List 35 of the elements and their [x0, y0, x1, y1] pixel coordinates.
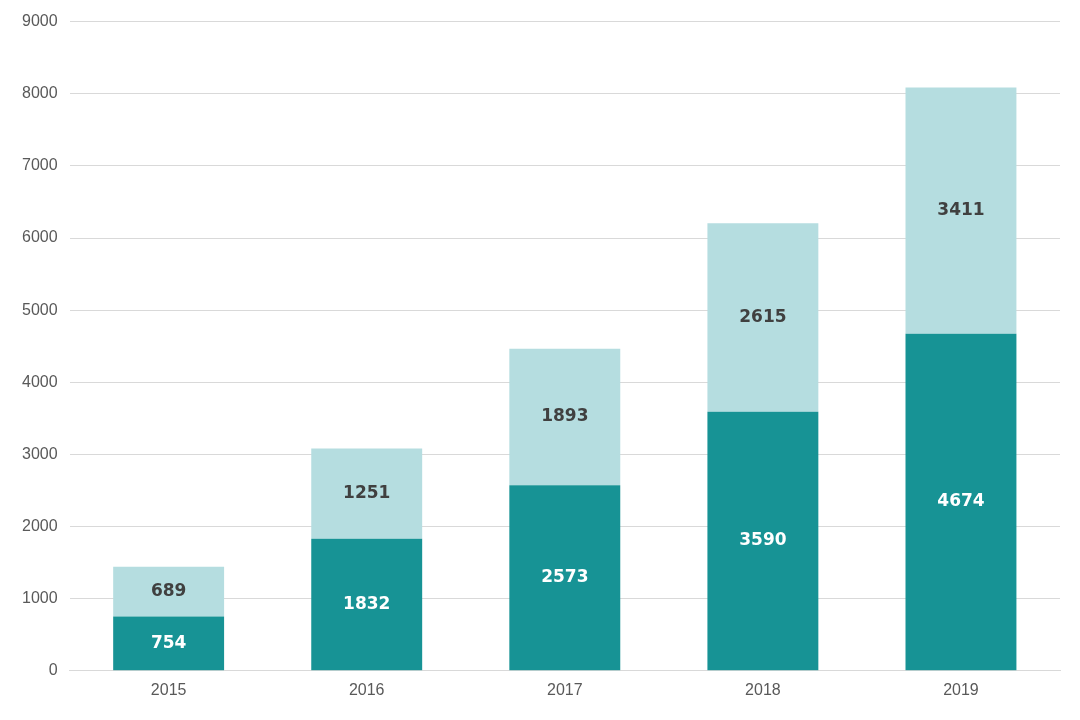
- data-label: 2615: [739, 305, 787, 326]
- x-tick-label: 2017: [547, 680, 583, 698]
- bar: [311, 448, 423, 539]
- bar: [113, 616, 225, 671]
- data-label: 4674: [937, 490, 985, 511]
- bar: [905, 333, 1017, 671]
- bar: [707, 223, 819, 412]
- bar: [509, 348, 621, 486]
- y-tick-label: 7000: [22, 156, 58, 174]
- data-label: 3590: [739, 529, 787, 550]
- bar: [707, 411, 819, 671]
- x-tick-label: 2018: [745, 680, 781, 698]
- x-tick-label: 2016: [348, 680, 385, 698]
- y-tick-label: 0: [48, 661, 58, 679]
- data-label: 1832: [343, 592, 391, 613]
- y-tick-label: 6000: [22, 228, 58, 246]
- data-label: 689: [150, 579, 187, 600]
- bar: [113, 566, 225, 617]
- y-tick-label: 9000: [22, 12, 58, 30]
- y-tick-label: 5000: [22, 300, 58, 318]
- y-tick-label: 3000: [22, 444, 58, 462]
- y-tick-label: 2000: [22, 516, 58, 534]
- bar: [905, 87, 1017, 334]
- x-tick-label: 2019: [943, 680, 979, 698]
- y-tick-label: 1000: [22, 589, 58, 607]
- bar: [509, 485, 621, 671]
- y-tick-label: 4000: [22, 372, 58, 390]
- data-label: 2573: [541, 566, 589, 587]
- data-label: 1251: [343, 481, 391, 502]
- y-tick-label: 8000: [22, 84, 58, 102]
- bar: [311, 538, 423, 671]
- data-label: 1893: [541, 405, 589, 426]
- x-tick-label: 2015: [150, 680, 187, 698]
- data-label: 3411: [937, 199, 985, 220]
- data-label: 754: [150, 631, 187, 652]
